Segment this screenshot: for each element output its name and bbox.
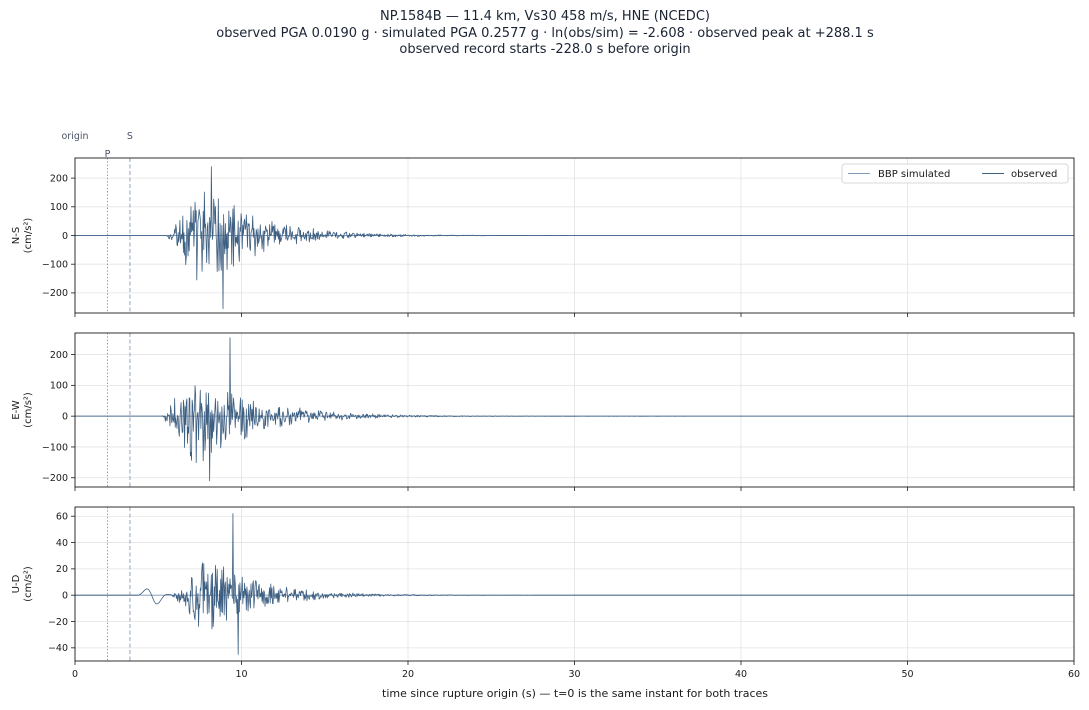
figure-title-line-2: observed PGA 0.0190 g · simulated PGA 0.… — [216, 26, 874, 41]
y-tick-label: 40 — [56, 538, 68, 549]
y-tick-label: 200 — [50, 350, 68, 361]
x-tick-label: 30 — [568, 669, 580, 680]
y-tick-label: −100 — [42, 442, 68, 453]
y-tick-label: 100 — [50, 381, 68, 392]
origin-marker-label: origin — [61, 131, 88, 142]
y-tick-label: −200 — [42, 473, 68, 484]
y-tick-label: −200 — [42, 288, 68, 299]
legend-box — [841, 163, 1069, 184]
panel-u-d: −40 −20 0 20 40 60 0 10 20 30 40 50 60 U-D (cm/s²) — [11, 506, 1080, 680]
legend-entry-observed: observed — [1011, 169, 1057, 180]
x-tick-label: 20 — [402, 669, 414, 680]
x-tick-label: 50 — [901, 669, 913, 680]
y-tick-label: −40 — [48, 643, 68, 654]
y-axis-label: E-W — [11, 400, 22, 420]
panel-n-s: −200 −100 0 100 200 N-S (cm/s²) — [11, 157, 1075, 317]
y-tick-label: 20 — [56, 564, 68, 575]
legend: BBP simulated observed — [841, 163, 1069, 184]
y-axis-label: N-S — [11, 227, 22, 244]
s-wave-marker-label: S — [127, 131, 133, 142]
y-tick-label: −100 — [42, 260, 68, 271]
x-tick-label: 60 — [1068, 669, 1080, 680]
x-tick-label: 40 — [735, 669, 747, 680]
y-tick-label: 0 — [62, 231, 68, 242]
y-axis-label: U-D — [11, 574, 22, 593]
observed-trace — [75, 513, 1074, 655]
p-wave-marker-label: P — [105, 149, 111, 160]
x-tick-label: 10 — [235, 669, 247, 680]
y-tick-label: 60 — [56, 512, 68, 523]
y-tick-label: 0 — [62, 590, 68, 601]
x-tick-label: 0 — [72, 669, 78, 680]
y-axis-unit: (cm/s²) — [23, 566, 34, 602]
y-axis-unit: (cm/s²) — [23, 218, 34, 254]
observed-trace — [75, 337, 1074, 482]
legend-entry-simulated: BBP simulated — [878, 169, 950, 180]
y-tick-label: 100 — [50, 202, 68, 213]
y-axis-unit: (cm/s²) — [23, 392, 34, 428]
x-axis-label: time since rupture origin (s) — t=0 is t… — [382, 687, 768, 700]
y-tick-label: −20 — [48, 617, 68, 628]
observed-trace — [75, 166, 1074, 310]
figure-title-line-1: NP.1584B — 11.4 km, Vs30 458 m/s, HNE (N… — [380, 9, 710, 24]
panel-e-w: −200 −100 0 100 200 E-W (cm/s²) — [11, 332, 1075, 491]
y-tick-label: 0 — [62, 411, 68, 422]
y-tick-label: 200 — [50, 173, 68, 184]
figure-title-line-3: observed record starts -228.0 s before o… — [399, 42, 690, 57]
